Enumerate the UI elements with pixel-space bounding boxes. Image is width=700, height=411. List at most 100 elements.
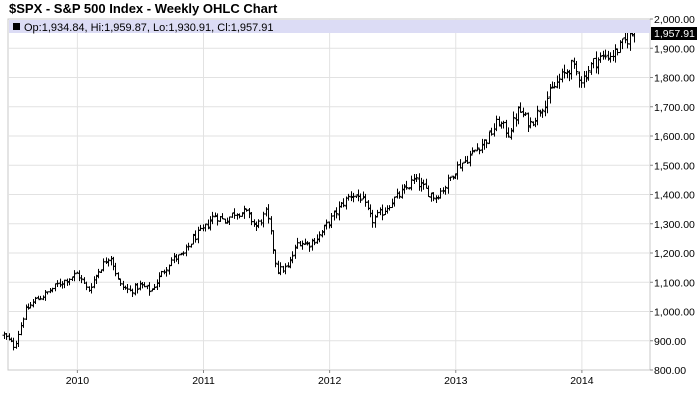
y-tick-label: 1,600.00 <box>654 131 695 143</box>
ohlc-bar <box>409 175 414 191</box>
ohlc-bar <box>404 180 409 190</box>
ohlc-bar <box>300 240 305 250</box>
last-price-label: 1,957.91 <box>654 28 695 40</box>
ohlc-bar <box>472 149 477 153</box>
legend-marker <box>13 23 20 30</box>
ohlc-bar <box>484 139 489 149</box>
ohlc-bar <box>283 263 288 275</box>
ohlc-bar <box>72 270 77 282</box>
y-tick-label: 1,500.00 <box>654 160 695 172</box>
ohlc-bar <box>603 49 608 60</box>
ohlc-bar <box>535 105 540 126</box>
ohlc-bar <box>186 242 191 251</box>
ohlc-bar <box>557 73 562 89</box>
ohlc-bar <box>62 279 67 289</box>
ohlc-bar <box>33 296 38 305</box>
ohlc-bar <box>426 185 431 198</box>
chart-title: $SPX - S&P 500 Index - Weekly OHLC Chart <box>9 1 278 16</box>
ohlc-bar <box>468 150 473 167</box>
y-tick-label: 800.00 <box>654 365 686 377</box>
x-tick-label: 2014 <box>570 375 594 387</box>
ohlc-bar <box>397 191 402 199</box>
ohlc-bar <box>460 162 465 172</box>
ohlc-bar <box>164 267 169 277</box>
y-tick-label: 2,000.00 <box>654 14 695 26</box>
ohlc-bar <box>2 331 7 339</box>
ohlc-bar <box>96 268 101 279</box>
x-tick-label: 2010 <box>66 375 90 387</box>
ohlc-bar <box>574 60 579 76</box>
ohlc-bar <box>266 204 271 224</box>
ohlc-bar <box>203 223 208 232</box>
ohlc-bar <box>215 213 220 226</box>
ohlc-bar <box>346 193 351 201</box>
ohlc-bar <box>193 230 198 243</box>
ohlc-bar <box>620 38 625 50</box>
ohlc-bar <box>448 176 453 182</box>
legend-text: Op:1,934.84, Hi:1,959.87, Lo:1,930.91, C… <box>24 22 274 34</box>
ohlc-bar <box>528 117 533 129</box>
grid-lines <box>8 19 650 370</box>
ohlc-bar <box>147 282 152 296</box>
y-tick-label: 1,200.00 <box>654 248 695 260</box>
y-tick-label: 1,100.00 <box>654 277 695 289</box>
last-price-label-bg <box>651 27 697 40</box>
ohlc-bar <box>307 242 312 252</box>
ohlc-bar <box>455 161 460 180</box>
x-tick-label: 2011 <box>192 375 215 387</box>
y-tick-label: 1,300.00 <box>654 219 695 231</box>
ohlc-bar <box>523 112 528 117</box>
ohlc-bar <box>116 272 121 280</box>
ohlc-bar <box>421 179 426 190</box>
ohlc-bar <box>271 230 276 254</box>
y-tick-label: 1,900.00 <box>654 43 695 55</box>
y-tick-label: 1,800.00 <box>654 73 695 85</box>
ohlc-bar <box>176 254 181 265</box>
x-tick-label: 2013 <box>444 375 468 387</box>
ohlc-bar <box>79 274 84 284</box>
x-axis: 2010 2011 2012 2013 2014 <box>66 370 594 387</box>
y-tick-label: 1,000.00 <box>654 307 695 319</box>
ohlc-bar <box>130 288 135 297</box>
ohlc-bar <box>380 204 385 221</box>
ohlc-bar <box>4 333 9 340</box>
ohlc-bar <box>135 282 140 294</box>
y-axis: 800.00 900.00 1,000.00 1,100.00 1,200.00 1,30… <box>650 14 695 377</box>
ohlc-bar <box>506 127 511 138</box>
ohlc-bar <box>28 302 33 309</box>
y-tick-label: 900.00 <box>654 336 686 348</box>
ohlc-bar <box>273 249 278 268</box>
ohlc-bar <box>334 207 339 219</box>
ohlc-bar <box>312 237 317 246</box>
ohlc-bar <box>358 193 363 203</box>
y-tick-label: 1,700.00 <box>654 102 695 114</box>
ohlc-bar <box>89 283 94 294</box>
ohlc-bar <box>552 82 557 89</box>
ohlc-bar <box>341 198 346 208</box>
ohlc-bar <box>562 64 567 79</box>
ohlc-bar <box>569 59 574 80</box>
x-tick-label: 2012 <box>318 375 342 387</box>
ohlc-bar <box>106 258 111 267</box>
ohlc-bar <box>324 219 329 230</box>
ohlc-bar <box>26 303 31 310</box>
ohlc-bar <box>317 231 322 243</box>
ohlc-bar <box>392 196 397 207</box>
ohlc-bar <box>242 205 247 219</box>
ohlc-bar <box>220 213 225 220</box>
ohlc-bar <box>465 155 470 165</box>
ohlc-bar <box>443 185 448 195</box>
ohlc-bar <box>586 65 591 81</box>
ohlc-bar <box>244 208 249 212</box>
ohlc-bar <box>431 192 436 202</box>
ohlc-bar <box>511 111 516 133</box>
ohlc-bar <box>210 211 215 225</box>
y-tick-label: 1,400.00 <box>654 190 695 202</box>
ohlc-bar <box>152 283 157 290</box>
legend-background <box>9 20 650 33</box>
ohlc-bar <box>540 108 545 118</box>
ohlc-bar <box>518 102 523 113</box>
ohlc-bar <box>477 148 482 155</box>
